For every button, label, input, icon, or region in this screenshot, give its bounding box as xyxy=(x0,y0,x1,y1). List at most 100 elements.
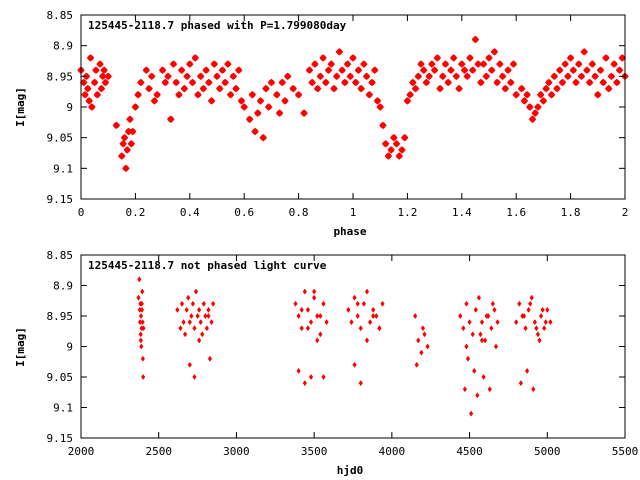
phased-plot-frame xyxy=(80,14,626,200)
data-point xyxy=(341,78,349,87)
data-point xyxy=(281,97,289,105)
phased-x-tick-label: 1 xyxy=(350,206,357,219)
data-point xyxy=(362,72,371,81)
data-point xyxy=(308,78,316,87)
data-point xyxy=(324,66,333,74)
data-point xyxy=(488,66,496,74)
data-point xyxy=(580,48,588,56)
data-point xyxy=(545,306,550,313)
phased-y-tick-label: 8.95 xyxy=(47,70,74,83)
data-point xyxy=(463,72,471,81)
data-point xyxy=(138,331,143,338)
data-point xyxy=(564,72,572,81)
data-point xyxy=(235,66,243,74)
data-point xyxy=(327,60,335,68)
data-point xyxy=(479,337,485,344)
phased-x-tick-label: 0.4 xyxy=(180,206,200,219)
data-point xyxy=(539,97,548,105)
data-point xyxy=(439,72,447,81)
phased-y-tick-label: 9.05 xyxy=(47,132,74,145)
phased-data-points xyxy=(77,35,629,173)
phased-y-tick-label: 9.15 xyxy=(47,193,74,206)
data-point xyxy=(493,343,499,350)
data-point xyxy=(194,91,202,99)
data-point xyxy=(273,91,281,99)
data-point xyxy=(175,91,183,99)
data-point xyxy=(119,140,127,148)
data-point xyxy=(594,91,602,99)
data-point xyxy=(520,97,529,105)
data-point xyxy=(501,84,510,93)
data-point xyxy=(312,288,317,295)
data-point xyxy=(197,306,202,313)
data-point xyxy=(613,78,621,87)
data-point xyxy=(201,300,206,307)
unphased-y-tick-label: 9.15 xyxy=(47,432,74,445)
data-point xyxy=(299,325,304,332)
data-point xyxy=(464,343,469,350)
data-point xyxy=(417,60,425,68)
data-point xyxy=(460,66,469,74)
data-point xyxy=(332,72,341,81)
unphased-x-label: hjd0 xyxy=(337,464,364,477)
data-point xyxy=(254,109,262,117)
data-point xyxy=(588,60,597,68)
data-point xyxy=(191,54,199,62)
data-point xyxy=(190,300,196,307)
phased-light-curve-plot: 0 0.2 0.4 0.6 0.8 1 1.2 1.4 1.6 1.8 2 8.85 8.9 8.95 9… xyxy=(14,9,629,238)
data-point xyxy=(379,121,387,130)
data-point xyxy=(142,66,150,74)
data-point xyxy=(475,392,480,399)
data-point xyxy=(591,72,599,81)
data-point xyxy=(420,325,426,332)
data-point xyxy=(221,78,229,87)
data-point xyxy=(296,367,301,374)
phased-x-label: phase xyxy=(333,225,366,238)
data-point xyxy=(338,66,346,74)
data-point xyxy=(203,312,208,320)
data-point xyxy=(206,312,211,320)
data-point xyxy=(93,91,102,99)
data-point xyxy=(316,72,325,81)
data-point xyxy=(153,91,161,99)
data-point xyxy=(284,72,292,81)
data-point xyxy=(245,115,254,123)
data-point xyxy=(367,319,373,326)
data-point xyxy=(205,78,213,87)
data-point xyxy=(218,66,227,74)
data-point xyxy=(380,300,385,307)
data-point xyxy=(187,361,192,368)
data-point xyxy=(352,78,360,87)
data-point xyxy=(458,312,463,320)
data-point xyxy=(354,66,363,74)
data-point xyxy=(398,146,406,154)
data-point xyxy=(352,361,357,368)
data-point xyxy=(137,276,142,283)
data-point xyxy=(259,133,267,142)
unphased-x-tick-label: 5500 xyxy=(612,445,639,458)
data-point xyxy=(346,72,354,81)
data-point xyxy=(414,361,419,368)
data-point xyxy=(127,140,136,148)
data-point xyxy=(479,60,488,68)
data-point xyxy=(308,373,314,381)
data-point xyxy=(512,91,520,99)
unphased-x-tick-label: 3000 xyxy=(223,445,250,458)
data-point xyxy=(493,78,501,87)
data-point xyxy=(358,380,363,387)
phased-y-tick-label: 8.85 xyxy=(47,9,74,22)
data-point xyxy=(302,380,307,387)
data-point xyxy=(140,355,145,362)
unphased-y-tick-label: 9.05 xyxy=(47,371,74,384)
data-point xyxy=(120,133,129,142)
data-point xyxy=(88,103,96,111)
data-point xyxy=(294,91,303,99)
data-point xyxy=(139,306,145,313)
data-point xyxy=(374,312,379,320)
data-point xyxy=(470,331,475,338)
data-point xyxy=(481,373,486,381)
data-point xyxy=(139,343,144,350)
data-point xyxy=(169,60,178,68)
data-point xyxy=(355,300,360,307)
data-point xyxy=(216,84,224,93)
